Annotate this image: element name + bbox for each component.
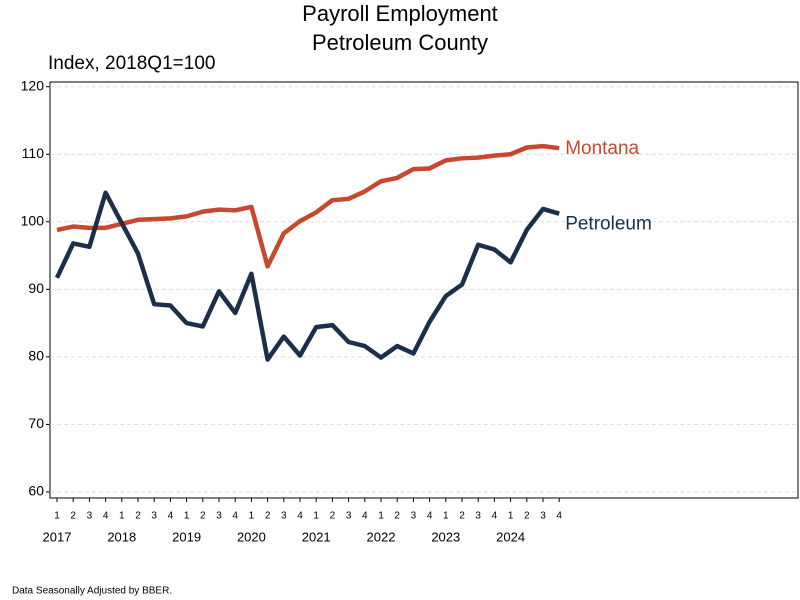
x-tick-label: 4 — [103, 511, 109, 522]
x-tick-label: 4 — [232, 511, 238, 522]
y-tick-label: 60 — [28, 483, 44, 499]
x-tick-label: 1 — [378, 511, 384, 522]
x-tick-label: 3 — [216, 511, 222, 522]
y-axis-label: Index, 2018Q1=100 — [48, 53, 215, 74]
x-tick-label: 2 — [394, 511, 400, 522]
chart-subtitle: Petroleum County — [312, 30, 488, 55]
y-tick-label: 100 — [21, 212, 45, 228]
x-tick-label: 1 — [119, 511, 125, 522]
y-tick-label: 70 — [28, 415, 44, 431]
x-tick-label: 3 — [151, 511, 157, 522]
x-tick-label: 2 — [459, 511, 465, 522]
plot-frame — [49, 81, 799, 499]
x-tick-label: 3 — [475, 511, 481, 522]
x-tick-label: 4 — [168, 511, 174, 522]
x-tick-label: 1 — [54, 511, 60, 522]
x-tick-label: 2 — [200, 511, 206, 522]
year-label: 2023 — [431, 529, 460, 544]
series-line — [54, 190, 560, 362]
series-label: Petroleum — [565, 214, 652, 235]
year-label: 2017 — [43, 529, 72, 544]
x-tick-label: 4 — [297, 511, 303, 522]
x-tick-label: 4 — [427, 511, 433, 522]
y-tick-label: 90 — [28, 280, 44, 296]
x-tick-label: 3 — [87, 511, 93, 522]
year-label: 2020 — [237, 529, 266, 544]
footnote: Data Seasonally Adjusted by BBER. — [12, 586, 172, 597]
x-tick-label: 4 — [362, 511, 368, 522]
x-tick-label: 1 — [313, 511, 319, 522]
x-tick-label: 4 — [556, 511, 562, 522]
x-tick-label: 1 — [249, 511, 255, 522]
x-tick-label: 3 — [281, 511, 287, 522]
year-label: 2024 — [496, 529, 525, 544]
x-tick-label: 2 — [135, 511, 141, 522]
x-tick-label: 2 — [265, 511, 271, 522]
y-tick-label: 120 — [21, 77, 45, 93]
x-tick-label: 2 — [330, 511, 336, 522]
x-tick-label: 2 — [70, 511, 76, 522]
series-label: Montana — [565, 138, 639, 159]
y-tick-label: 80 — [28, 348, 44, 364]
year-label: 2019 — [172, 529, 201, 544]
x-tick-label: 1 — [443, 511, 449, 522]
x-tick-label: 3 — [540, 511, 546, 522]
x-tick-label: 4 — [492, 511, 498, 522]
y-tick-label: 110 — [22, 145, 45, 161]
year-label: 2018 — [107, 529, 136, 544]
x-tick-label: 3 — [411, 511, 417, 522]
x-tick-label: 1 — [508, 511, 514, 522]
x-tick-label: 1 — [184, 511, 190, 522]
year-label: 2022 — [367, 529, 396, 544]
chart-title: Payroll Employment — [302, 1, 498, 26]
x-tick-label: 3 — [346, 511, 352, 522]
x-tick-label: 2 — [524, 511, 530, 522]
series-line — [56, 143, 560, 269]
year-label: 2021 — [302, 529, 331, 544]
